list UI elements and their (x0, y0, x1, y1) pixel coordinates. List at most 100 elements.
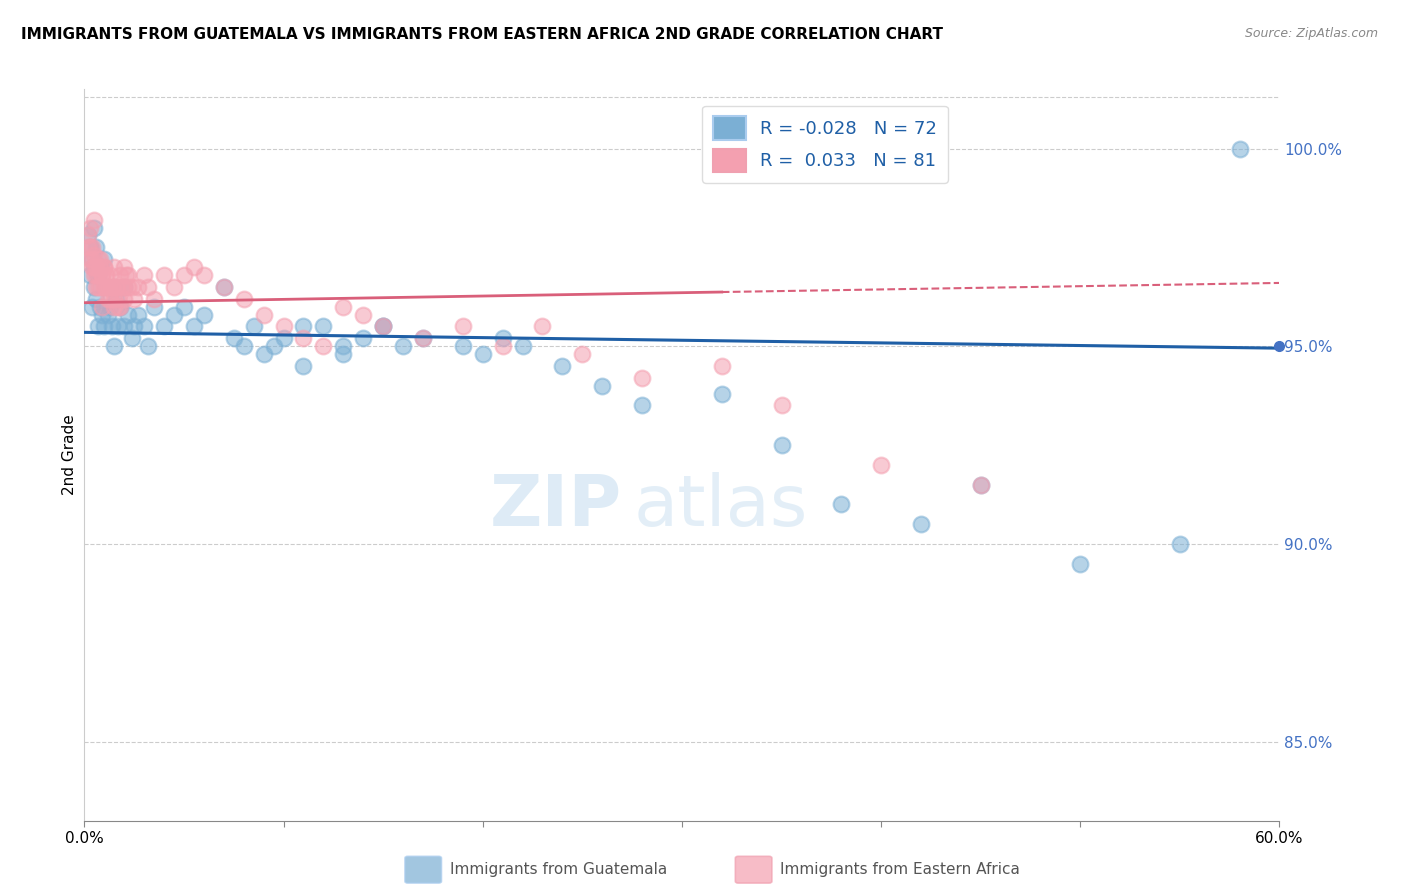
Point (163, 308, 186, 322)
Point (91, 268, 114, 282)
Text: Source: ZipAtlas.com: Source: ZipAtlas.com (1244, 27, 1378, 40)
Point (105, 292, 128, 306)
Point (105, 280, 128, 294)
Point (83, 260, 105, 274)
Point (232, 339, 254, 353)
Point (392, 339, 415, 353)
Point (96, 280, 118, 294)
Point (112, 260, 135, 274)
Point (83, 220, 105, 235)
Point (631, 399, 654, 413)
Point (193, 268, 215, 282)
Point (79, 268, 101, 282)
Point (412, 331, 434, 345)
Point (86, 280, 108, 294)
Point (97, 292, 120, 306)
Point (86, 240, 108, 254)
Point (183, 260, 205, 274)
Point (222, 331, 245, 345)
Point (292, 319, 315, 334)
Point (83, 212, 105, 227)
Point (212, 280, 235, 294)
Point (110, 268, 132, 282)
Point (87, 319, 110, 334)
Point (86, 260, 108, 274)
Point (83, 280, 105, 294)
Text: IMMIGRANTS FROM GUATEMALA VS IMMIGRANTS FROM EASTERN AFRICA 2ND GRADE CORRELATIO: IMMIGRANTS FROM GUATEMALA VS IMMIGRANTS … (21, 27, 943, 42)
Point (970, 477, 993, 491)
Point (115, 268, 138, 282)
Point (471, 347, 494, 361)
Point (492, 339, 515, 353)
Point (127, 308, 149, 322)
Point (371, 319, 394, 334)
Point (117, 308, 139, 322)
Point (551, 359, 574, 373)
Point (83, 260, 105, 274)
Point (492, 331, 515, 345)
Point (292, 359, 315, 373)
Point (193, 308, 215, 322)
Point (1168, 537, 1191, 551)
Point (242, 319, 264, 334)
Point (77, 228, 100, 243)
Point (122, 292, 145, 306)
Point (173, 300, 195, 314)
Point (451, 339, 474, 353)
Point (232, 292, 254, 306)
Point (82, 260, 104, 274)
Point (97, 280, 120, 294)
Point (352, 308, 374, 322)
Point (770, 399, 793, 413)
Point (93, 319, 115, 334)
Point (91, 300, 114, 314)
Point (107, 319, 129, 334)
Point (89, 252, 111, 267)
Legend: R = -0.028   N = 72, R =  0.033   N = 81: R = -0.028 N = 72, R = 0.033 N = 81 (702, 105, 948, 183)
Point (91, 308, 114, 322)
Point (117, 268, 139, 282)
Point (103, 300, 125, 314)
Point (89, 280, 111, 294)
Point (273, 331, 295, 345)
Point (770, 438, 793, 452)
Point (117, 280, 139, 294)
Text: Immigrants from Eastern Africa: Immigrants from Eastern Africa (780, 863, 1021, 877)
Point (371, 319, 394, 334)
Point (111, 280, 134, 294)
Point (83, 248, 105, 262)
Point (143, 292, 166, 306)
Point (332, 339, 354, 353)
Point (127, 280, 149, 294)
Point (105, 280, 128, 294)
Point (87, 252, 110, 267)
Point (112, 292, 135, 306)
Point (89, 300, 111, 314)
Point (253, 347, 276, 361)
Point (112, 319, 135, 334)
Point (512, 339, 534, 353)
Point (136, 339, 159, 353)
Point (631, 371, 654, 385)
Point (352, 331, 374, 345)
Point (163, 280, 186, 294)
Point (710, 359, 733, 373)
Point (107, 292, 129, 306)
Point (132, 268, 156, 282)
Point (132, 319, 156, 334)
Point (77, 228, 100, 243)
Point (870, 458, 893, 472)
Point (591, 378, 613, 392)
Point (82, 252, 104, 267)
Point (83, 268, 105, 282)
Point (110, 300, 132, 314)
Point (1229, 141, 1251, 155)
Point (101, 319, 124, 334)
Text: Immigrants from Guatemala: Immigrants from Guatemala (450, 863, 668, 877)
Point (173, 268, 195, 282)
Point (93, 260, 115, 274)
Point (153, 319, 176, 334)
Point (91, 268, 114, 282)
Point (253, 308, 276, 322)
Point (87, 280, 110, 294)
